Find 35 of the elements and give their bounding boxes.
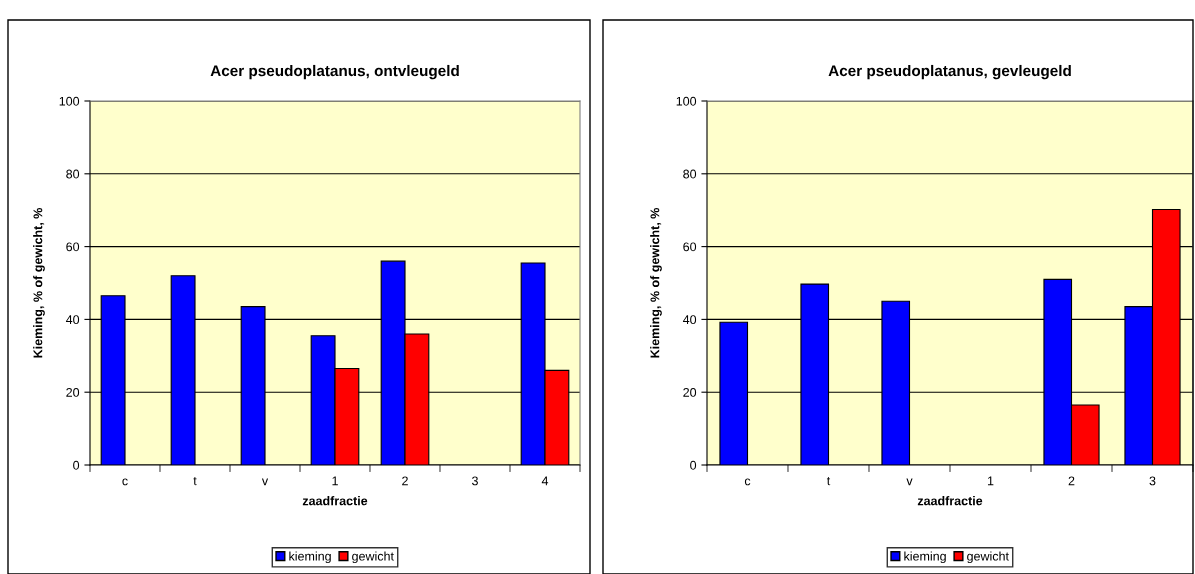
x-tick-label: t [826, 477, 831, 486]
x-tick-label: 4 [541, 476, 549, 486]
legend-label: kieming [289, 551, 331, 564]
y-tick-label: 60 [683, 242, 697, 252]
y-tick-label: 40 [65, 315, 80, 325]
legend-label: gewicht [967, 551, 1009, 564]
y-tick-label: 40 [682, 315, 697, 325]
x-tick-label: 3 [1149, 476, 1156, 486]
y-tick-label: 20 [683, 388, 697, 397]
legend-label: kieming [904, 551, 946, 564]
chart-title: Acer pseudoplatanus, gevleugeld [828, 64, 1071, 80]
y-tick-label: 20 [66, 388, 80, 397]
x-tick-label: t [193, 477, 197, 486]
y-axis-title: Kieming, % of gewicht, % [650, 207, 662, 358]
x-tick-label: c [122, 478, 128, 486]
y-tick-label: 80 [66, 169, 80, 179]
x-tick-label: 3 [472, 476, 478, 486]
x-tick-label: v [261, 478, 269, 486]
y-axis-title: Kieming, % of gewicht, % [33, 207, 45, 358]
y-tick-label: 100 [676, 96, 697, 106]
y-tick-label: 0 [73, 460, 80, 470]
y-tick-label: 100 [59, 96, 80, 106]
x-tick-label: 2 [402, 476, 408, 486]
y-tick-label: 60 [66, 242, 80, 252]
x-tick-label: c [744, 478, 751, 486]
x-tick-label: 1 [987, 476, 994, 486]
y-tick-label: 0 [690, 460, 697, 470]
x-axis-title: zaadfractie [302, 496, 368, 506]
x-tick-label: v [906, 478, 913, 486]
x-tick-label: 2 [1068, 476, 1075, 486]
y-tick-label: 80 [683, 169, 697, 179]
chart-title: Acer pseudoplatanus, ontvleugeld [210, 64, 459, 80]
x-axis-title: zaadfractie [917, 496, 983, 506]
legend-label: gewicht [352, 551, 394, 564]
x-tick-label: 1 [332, 476, 338, 486]
